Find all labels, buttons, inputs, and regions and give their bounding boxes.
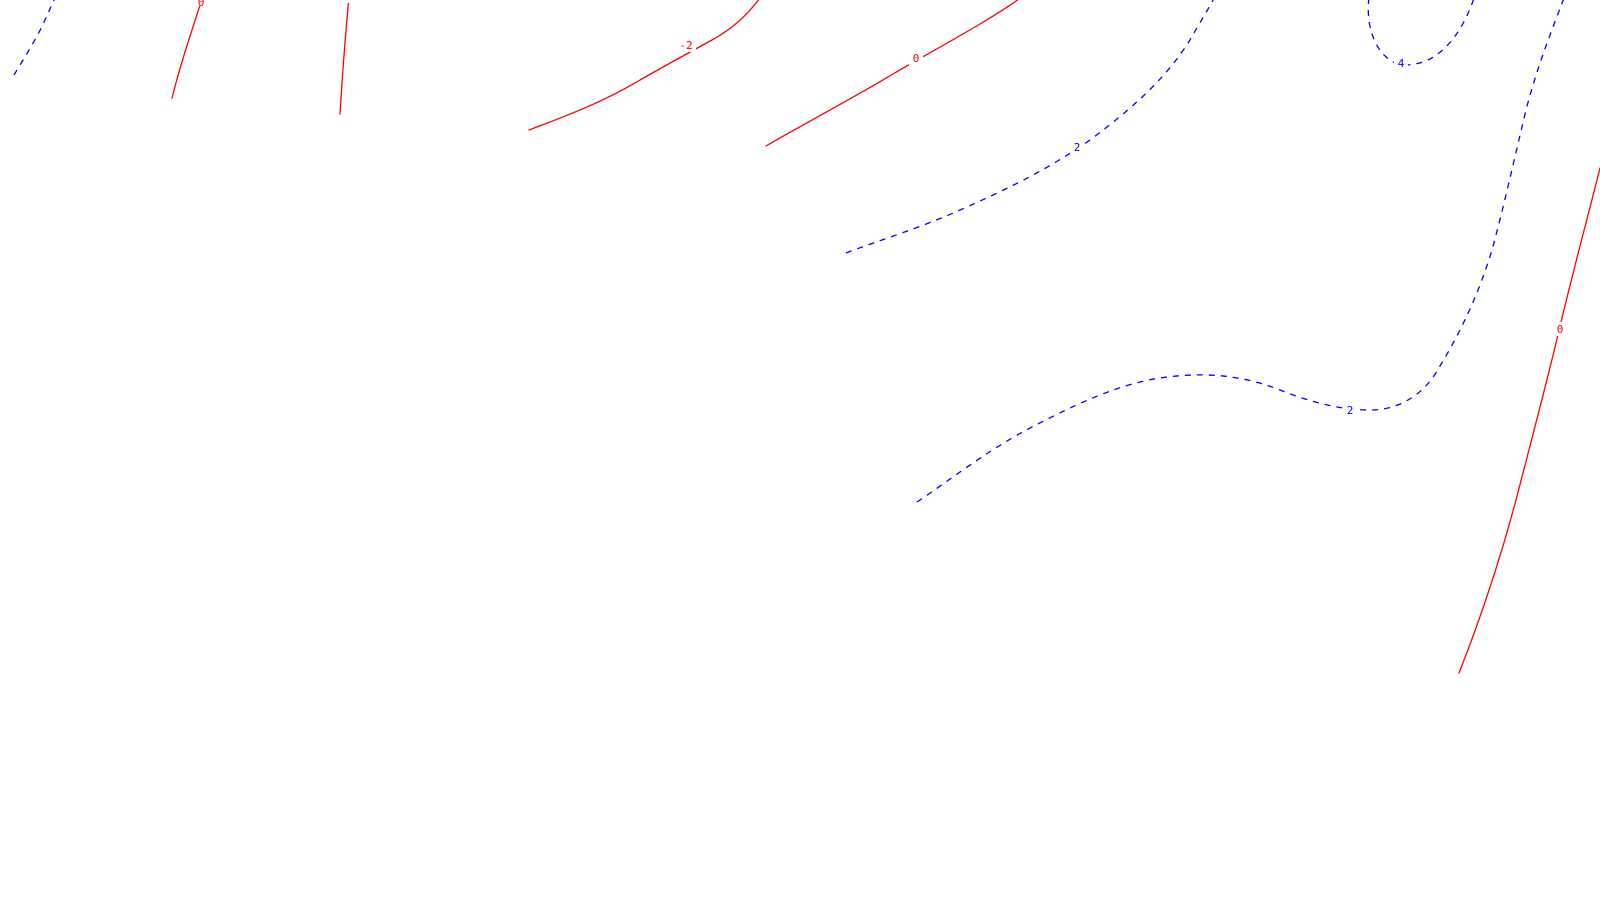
contour-line-positive [845,0,1214,254]
contour-label: - [346,0,353,5]
contour-label: 2 [1347,404,1354,417]
contour-label-bg [1070,140,1084,154]
contour-label-bg [676,38,696,52]
contour-line-positive [13,0,55,76]
contour-label: 2 [1074,141,1081,154]
contour-line-positive [1367,0,1474,66]
contour-line-negative [339,0,350,115]
contour-label-bg [196,0,206,6]
contour-label-bg [1343,403,1357,417]
contour-label-bg [1394,57,1408,71]
contour-label: 0 [198,0,205,9]
contour-label: -2 [679,39,692,52]
contour-label-bg [1553,322,1567,336]
contour-line-positive [916,0,1564,503]
contour-label: 0 [1557,323,1564,336]
contour-label-bg [344,0,354,3]
contour-line-negative [528,0,760,131]
contour-line-zero [765,0,1019,147]
contour-label: 4 [1398,57,1405,70]
contour-label-bg [909,52,923,66]
contour-line-zero [171,0,203,99]
contour-line-zero [1458,167,1600,674]
contour-label: 0 [913,52,920,65]
